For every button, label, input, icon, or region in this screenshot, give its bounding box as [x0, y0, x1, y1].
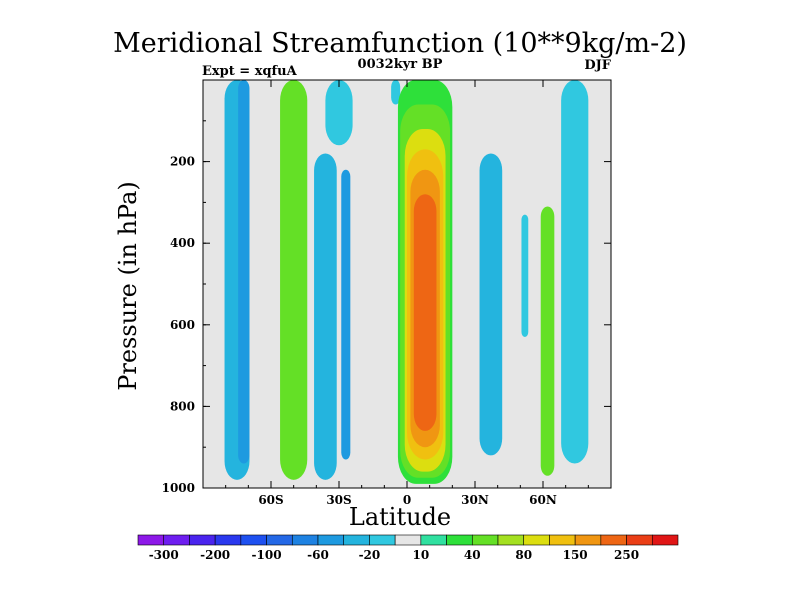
- contour-region: [280, 80, 308, 480]
- x-tick-label: 0: [403, 493, 411, 507]
- y-tick-label: 200: [170, 155, 195, 169]
- x-tick-label: 30S: [326, 493, 351, 507]
- y-tick-label: 400: [170, 236, 195, 250]
- contour-region: [413, 194, 437, 431]
- x-axis-label: Latitude: [348, 503, 452, 531]
- contour-region: [314, 153, 337, 480]
- contour-region: [561, 80, 589, 464]
- contour-region: [238, 80, 250, 464]
- y-tick-label: 800: [170, 399, 195, 413]
- contour-region: [521, 214, 529, 338]
- x-tick-label: 60N: [529, 493, 557, 507]
- y-axis-label: Pressure (in hPa): [114, 181, 142, 391]
- chart-title: Meridional Streamfunction (10**9kg/m-2): [113, 28, 687, 59]
- experiment-label: Expt = xqfuA: [202, 64, 297, 79]
- y-tick-label: 600: [170, 318, 195, 332]
- x-tick-label: 30N: [461, 493, 489, 507]
- contour-region: [540, 206, 555, 476]
- season-label: DJF: [584, 58, 611, 73]
- x-tick-label: 60S: [258, 493, 283, 507]
- contour-region: [325, 80, 353, 146]
- contour-region: [479, 153, 503, 456]
- y-tick-label: 1000: [162, 481, 195, 495]
- contour-region: [391, 80, 401, 105]
- period-label: 0032kyr BP: [357, 57, 443, 72]
- contour-features: [224, 80, 589, 484]
- contour-region: [341, 169, 351, 460]
